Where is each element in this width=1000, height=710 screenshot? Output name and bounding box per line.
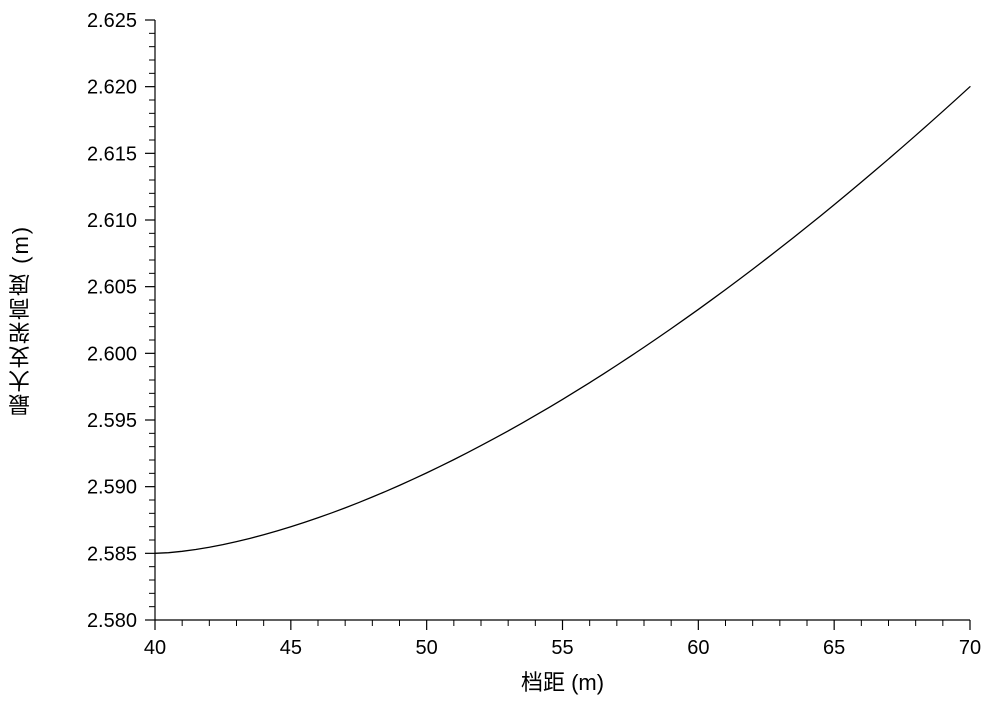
y-tick-label: 2.615 <box>87 143 137 165</box>
x-tick-label: 70 <box>959 637 981 659</box>
y-tick-label: 2.625 <box>87 10 137 32</box>
y-tick-label: 2.600 <box>87 343 137 365</box>
x-tick-label: 65 <box>823 637 845 659</box>
x-tick-label: 40 <box>144 637 166 659</box>
x-tick-label: 50 <box>416 637 438 659</box>
y-tick-label: 2.595 <box>87 410 137 432</box>
chart-svg: 40 45 50 55 60 65 70 2.580 2.585 2.590 2.595 2.600 2… <box>0 0 1000 710</box>
x-axis-label: 档距 (m) <box>521 670 604 695</box>
y-tick-label: 2.585 <box>87 543 137 565</box>
x-tick-label: 45 <box>280 637 302 659</box>
y-tick-label: 2.590 <box>87 477 137 499</box>
x-tick-label: 60 <box>687 637 709 659</box>
y-axis-label: 最大支架高度 (m) <box>8 180 34 460</box>
y-tick-label: 2.605 <box>87 277 137 299</box>
y-tick-label: 2.580 <box>87 610 137 632</box>
y-tick-label: 2.620 <box>87 77 137 99</box>
chart-container: 40 45 50 55 60 65 70 2.580 2.585 2.590 2.595 2.600 2… <box>0 0 1000 710</box>
x-tick-label: 55 <box>551 637 573 659</box>
y-tick-label: 2.610 <box>87 210 137 232</box>
